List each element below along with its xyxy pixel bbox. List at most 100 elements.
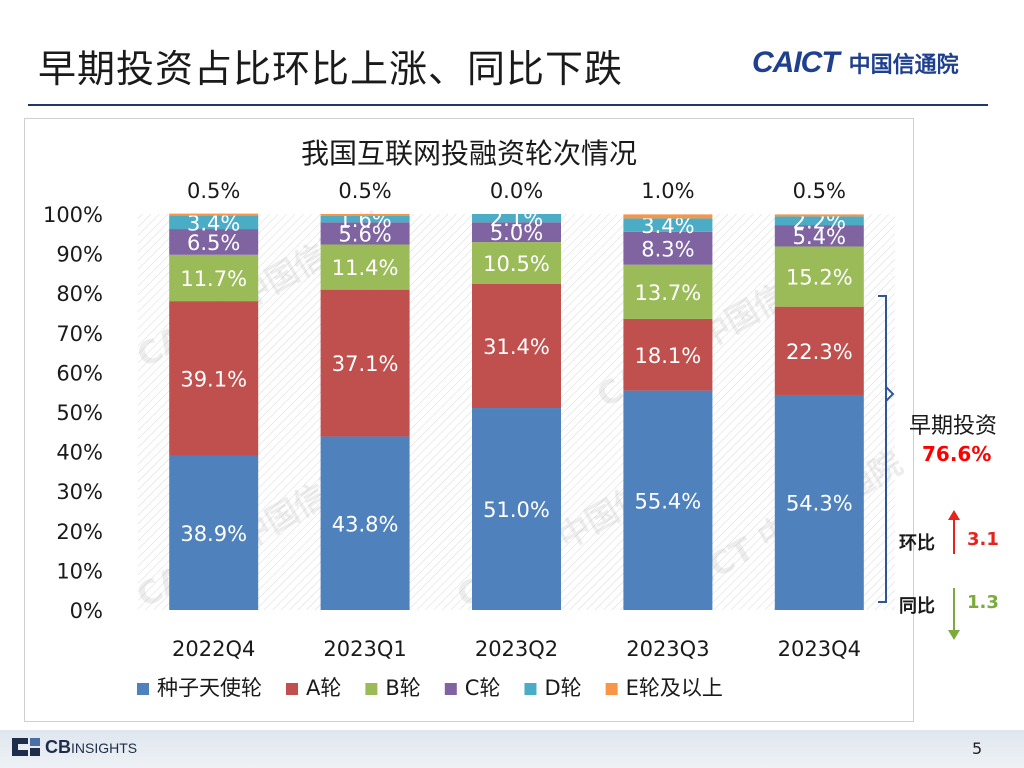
stacked-bar-chart: 我国互联网投融资轮次情况 0% 10% 20% 30% 40% 50% 60% 70% 80% 90… [43,137,909,700]
data-label: 15.2% [786,266,853,290]
bar-segment [320,289,410,437]
x-tick-label: 2023Q1 [323,637,406,661]
data-label-top: 0.5% [338,179,391,203]
legend-label: D轮 [544,676,581,700]
y-tick-label: 30% [56,480,103,504]
yoy-label: 同比 [899,596,935,617]
bar-segment [623,214,713,219]
legend-swatch [286,683,298,695]
legend-label: E轮及以上 [626,676,723,700]
footer-band [0,730,1024,768]
qoq-label: 环比 [899,533,935,554]
data-label: 11.4% [332,256,399,280]
early-investment-value: 76.6% [922,442,992,466]
y-tick-label: 60% [56,361,103,385]
cbinsights-mark-icon [8,736,42,758]
bar-segment [320,215,410,223]
data-label-top: 1.0% [641,179,694,203]
data-label: 38.9% [180,522,247,546]
legend-swatch [605,683,618,695]
bar-segment [472,214,561,223]
logo-text-en: CAICT [752,46,840,79]
footer-brand-light: INSIGHTS [71,739,138,756]
data-label: 2.1% [490,207,543,231]
bar-segment [623,264,713,319]
bar-segment [774,216,864,226]
bracket-lower [878,295,887,603]
bar-segment [774,394,864,610]
logo-text-cn: 中国信通院 [848,53,959,78]
qoq-value: 3.1 [967,529,999,550]
legend-swatch [137,683,149,695]
slide-title: 早期投资占比环比上涨、同比下跌 [38,47,624,91]
y-tick-label: 20% [56,520,103,544]
data-label: 51.0% [483,498,550,522]
page-number: 5 [972,739,983,758]
y-tick-label: 70% [56,322,103,346]
y-tick-label: 0% [70,599,103,623]
data-label: 11.7% [180,267,247,291]
bar-segment [320,436,410,610]
data-label: 22.3% [786,340,853,364]
bar-segment [472,283,561,409]
x-tick-label: 2022Q4 [172,637,255,661]
cbinsights-logo: CBINSIGHTS [8,736,137,758]
bar-segment [169,229,259,255]
bracket-tip [885,386,895,402]
data-label: 5.6% [338,222,391,246]
footer-brand-bold: CB [45,736,71,757]
legend-swatch [365,683,378,695]
data-label: 18.1% [635,344,702,368]
bar-segment [623,231,713,265]
legend-label: C轮 [465,676,501,700]
bar-segment [320,214,410,216]
data-label: 37.1% [332,352,399,376]
data-label: 5.4% [793,225,846,249]
title-divider [28,104,988,106]
bar-segment [623,218,713,232]
data-label: 54.3% [786,491,853,515]
y-tick-label: 80% [56,282,103,306]
y-tick-label: 90% [56,243,103,267]
annotation-graphic [878,295,960,640]
yoy-value: 1.3 [967,592,999,613]
up-arrow-head-icon [948,510,960,520]
data-label: 1.6% [338,208,391,232]
y-tick-label: 50% [56,401,103,425]
bar-segment [169,215,259,230]
caict-logo: CAICT 中国信通院 [752,46,959,80]
y-tick-label: 100% [43,203,103,227]
data-label: 31.4% [483,335,550,359]
legend-swatch [524,683,537,695]
legend-swatch [444,683,457,695]
data-label-top: 0.5% [187,179,240,203]
data-label: 10.5% [483,252,550,276]
early-investment-label: 早期投资 [909,414,998,439]
data-label: 39.1% [180,368,247,392]
bar-segment [169,254,259,302]
legend-label: A轮 [306,676,341,700]
data-label: 13.7% [635,281,702,305]
bar-segment [472,222,561,243]
y-tick-label: 40% [56,441,103,465]
bar-segment [774,306,864,395]
y-tick-label: 10% [56,559,103,583]
bar-segment [320,244,410,290]
data-label-top: 0.5% [793,179,846,203]
bar-segment [169,455,259,610]
bar-segment [774,225,864,247]
legend-label: B轮 [385,676,420,700]
data-label: 2.2% [793,210,846,234]
bar-segment [623,390,713,610]
bar-segment [472,408,561,610]
chart-frame: 我国互联网投融资轮次情况 0% 10% 20% 30% 40% 50% 60% 70% 80% 90… [24,118,914,722]
data-label: 8.3% [641,237,694,261]
data-label: 55.4% [635,489,702,513]
down-arrow-head-icon [948,630,960,640]
data-label-top: 0.0% [490,179,543,203]
bar-segment [320,222,410,245]
x-tick-label: 2023Q4 [778,637,861,661]
data-label: 43.8% [332,512,399,536]
legend-label: 种子天使轮 [157,676,262,700]
chart-title: 我国互联网投融资轮次情况 [301,137,637,170]
